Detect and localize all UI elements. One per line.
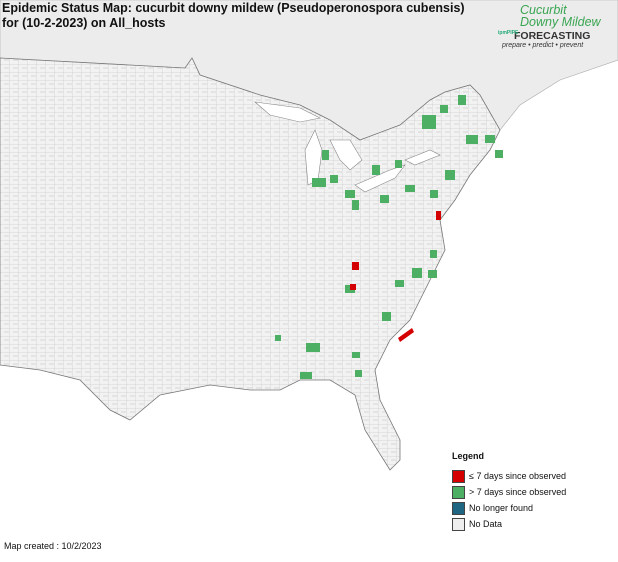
- logo-line: Cucurbit: [520, 3, 567, 17]
- legend-item: No longer found: [452, 500, 566, 516]
- observed-old: [275, 95, 503, 379]
- logo-line: Downy Mildew: [520, 15, 601, 29]
- logo-brand: ipmPIPE: [498, 30, 519, 36]
- legend-item: > 7 days since observed: [452, 484, 566, 500]
- legend-label: No Data: [469, 519, 503, 529]
- logo-tagline: prepare • predict • prevent: [502, 42, 584, 49]
- logo: Cucurbit Downy Mildew ipmPIPE FORECASTIN…: [498, 3, 615, 49]
- legend-swatch: [452, 485, 465, 499]
- legend-item: ≤ 7 days since observed: [452, 468, 566, 484]
- legend-swatch: [452, 517, 465, 531]
- legend-title: Legend: [452, 451, 485, 461]
- legend-label: > 7 days since observed: [469, 487, 567, 497]
- legend-label: ≤ 7 days since observed: [469, 471, 566, 481]
- map-title: Epidemic Status Map: cucurbit downy mild…: [2, 1, 465, 30]
- us-land: [0, 57, 501, 471]
- observed-recent: [350, 211, 441, 342]
- legend-swatch: [452, 469, 465, 483]
- footer: Map created : 10/2/2023: [4, 541, 102, 551]
- great-lakes: [254, 101, 441, 193]
- logo-product: FORECASTING: [514, 30, 591, 42]
- legend: Legend ≤ 7 days since observed > 7 days s…: [452, 451, 566, 532]
- legend-swatch: [452, 501, 465, 515]
- legend-label: No longer found: [469, 503, 534, 513]
- legend-item: No Data: [452, 516, 566, 532]
